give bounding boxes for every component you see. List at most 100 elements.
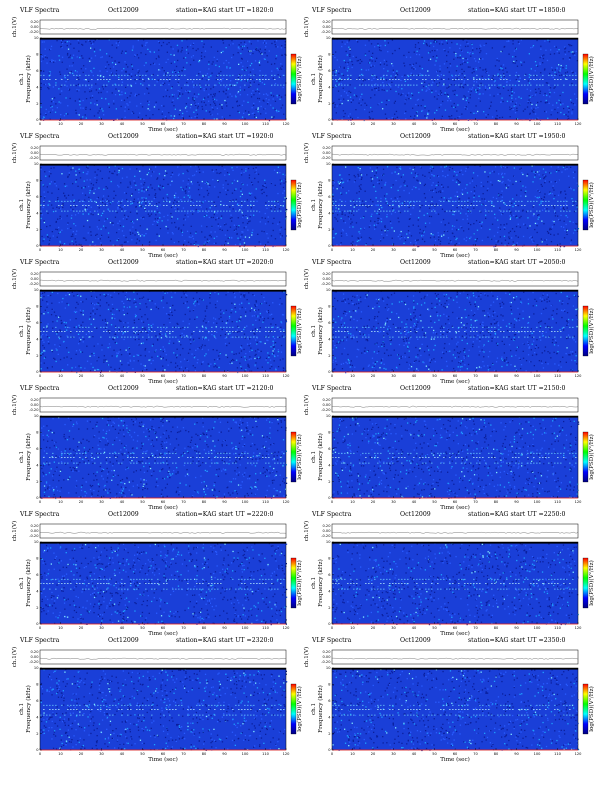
- x-tick-label: 120: [283, 248, 291, 252]
- trace-strip-frame: [39, 19, 287, 35]
- trace-line: [39, 531, 287, 534]
- x-tick-label: 30: [99, 248, 104, 252]
- y-tick-label: 8: [328, 431, 331, 435]
- x-axis-label: Time (sec): [148, 378, 178, 385]
- x-tick-label: 50: [140, 374, 145, 378]
- spectrogram-top-band: [332, 542, 578, 544]
- x-tick-label: 20: [371, 248, 376, 252]
- panel-date: Oct12009: [108, 385, 139, 392]
- y-axis-channel-label: ch.1: [19, 199, 25, 211]
- x-axis-label: Time (sec): [148, 756, 178, 763]
- y-tick-label: 0: [36, 622, 39, 626]
- x-tick-label: 120: [283, 500, 291, 504]
- x-tick-label: 80: [202, 752, 207, 756]
- x-tick-label: 10: [350, 248, 355, 252]
- colorbar-label: log(PSD)(V²/Hz): [296, 56, 303, 102]
- x-tick-label: 20: [79, 500, 84, 504]
- x-axis-label: Time (sec): [440, 378, 470, 385]
- x-tick-label: 100: [534, 122, 542, 126]
- x-tick-label: 40: [412, 626, 417, 630]
- colorbar-label: log(PSD)(V²/Hz): [296, 434, 303, 480]
- x-tick-label: 90: [222, 626, 227, 630]
- panel-date: Oct12009: [108, 259, 139, 266]
- spectrogram-top-band: [40, 38, 286, 40]
- x-tick-label: 10: [350, 626, 355, 630]
- x-axis-label: Time (sec): [440, 126, 470, 133]
- panel-station-start: station=KAG start UT =2120:0: [176, 385, 274, 392]
- strip-ylabel: ch.1(V): [11, 143, 18, 163]
- x-tick-label: 0: [39, 752, 42, 756]
- y-tick-label: 8: [36, 305, 39, 309]
- spectra-panel: VLF Spectra Oct12009 station=KAG start UT …: [10, 636, 310, 763]
- spectrogram-noise: [40, 164, 288, 248]
- x-tick-label: 80: [202, 626, 207, 630]
- x-tick-label: 30: [99, 122, 104, 126]
- x-tick-label: 70: [181, 248, 186, 252]
- x-tick-label: 40: [412, 248, 417, 252]
- spectra-panel: VLF Spectra Oct12009 station=KAG start UT …: [10, 384, 310, 511]
- colorbar: [582, 53, 589, 105]
- spectra-panel: VLF Spectra Oct12009 station=KAG start UT …: [302, 384, 602, 511]
- x-tick-label: 20: [79, 626, 84, 630]
- spectra-panel: VLF Spectra Oct12009 station=KAG start UT …: [302, 636, 602, 763]
- y-tick-label: 6: [328, 447, 331, 451]
- x-tick-label: 100: [242, 626, 250, 630]
- x-tick-label: 110: [554, 374, 562, 378]
- y-tick-label: 4: [36, 85, 39, 89]
- panel-date: Oct12009: [108, 133, 139, 140]
- strip-tick-label: -0.20: [29, 282, 39, 286]
- y-tick-label: 4: [328, 715, 331, 719]
- spectrogram-top-band: [40, 416, 286, 418]
- x-tick-label: 120: [283, 122, 291, 126]
- x-tick-label: 30: [391, 752, 396, 756]
- x-tick-label: 40: [412, 374, 417, 378]
- x-tick-label: 90: [222, 752, 227, 756]
- strip-tick-label: 0.20: [30, 272, 39, 276]
- x-axis-label: Time (sec): [440, 756, 470, 763]
- strip-tick-label: -0.20: [321, 660, 331, 664]
- spectrogram-noise: [332, 38, 578, 122]
- x-tick-label: 70: [181, 626, 186, 630]
- y-tick-label: 4: [328, 85, 331, 89]
- colorbar-label: log(PSD)(V²/Hz): [588, 182, 595, 228]
- x-tick-label: 30: [99, 374, 104, 378]
- y-tick-label: 4: [36, 463, 39, 467]
- y-tick-label: 8: [36, 53, 39, 57]
- x-tick-label: 120: [575, 626, 583, 630]
- x-tick-label: 40: [120, 374, 125, 378]
- x-tick-label: 80: [202, 500, 207, 504]
- trace-line: [331, 531, 579, 534]
- spectrogram-top-band: [40, 290, 286, 292]
- x-tick-label: 0: [39, 248, 42, 252]
- strip-ylabel: ch.1(V): [11, 647, 18, 667]
- x-tick-label: 50: [432, 626, 437, 630]
- trace-line: [39, 153, 287, 156]
- y-axis-channel-label: ch.1: [311, 199, 317, 211]
- x-tick-label: 70: [473, 500, 478, 504]
- x-tick-label: 100: [534, 626, 542, 630]
- x-tick-label: 80: [494, 626, 499, 630]
- y-tick-label: 8: [36, 557, 39, 561]
- x-tick-label: 30: [391, 374, 396, 378]
- x-tick-label: 40: [120, 500, 125, 504]
- panel-title: VLF Spectra: [20, 7, 60, 14]
- y-tick-label: 10: [34, 288, 39, 292]
- y-tick-label: 0: [328, 748, 331, 752]
- panel-station-start: station=KAG start UT =2150:0: [468, 385, 566, 392]
- y-tick-label: 10: [34, 162, 39, 166]
- strip-tick-label: 0.00: [322, 277, 331, 281]
- strip-ylabel: ch.1(V): [303, 521, 310, 541]
- x-tick-label: 0: [331, 248, 334, 252]
- strip-tick-label: 0.20: [30, 650, 39, 654]
- x-tick-label: 50: [432, 374, 437, 378]
- x-tick-label: 100: [534, 752, 542, 756]
- panel-title: VLF Spectra: [312, 385, 352, 392]
- trace-line: [40, 279, 287, 282]
- spectrogram-top-band: [332, 290, 578, 292]
- panel-station-start: station=KAG start UT =1950:0: [468, 133, 566, 140]
- x-tick-label: 120: [575, 500, 583, 504]
- colorbar: [290, 305, 297, 357]
- y-axis-channel-label: ch.1: [311, 451, 317, 463]
